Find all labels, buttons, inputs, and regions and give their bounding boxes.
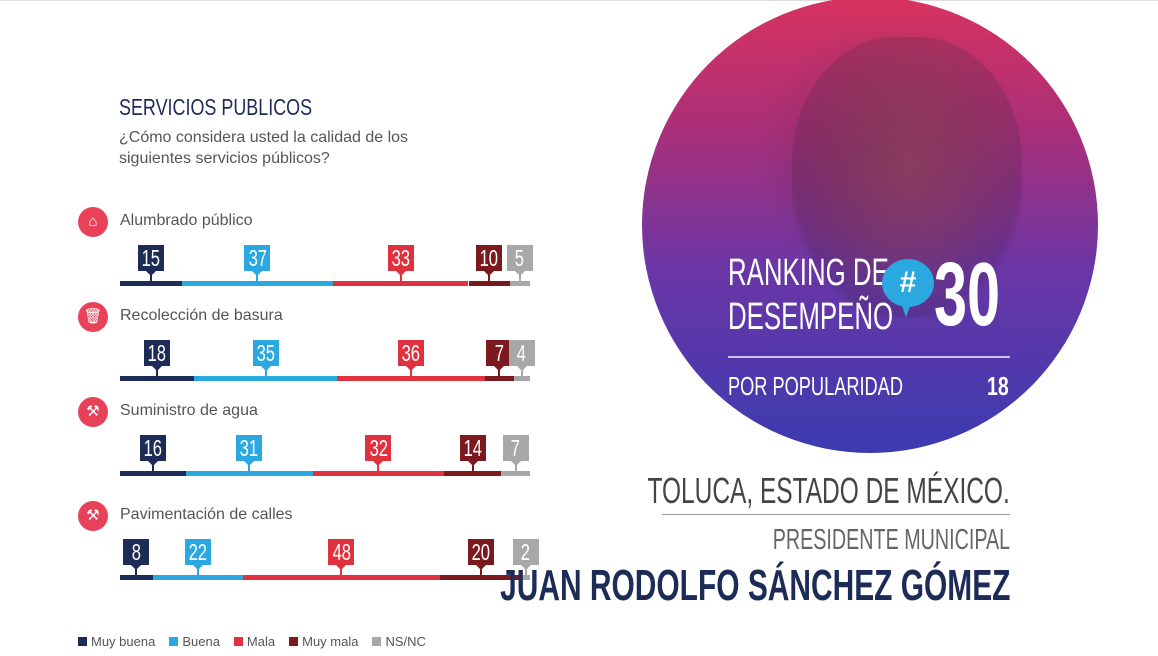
bar-segment-muy-buena (120, 471, 186, 476)
bar-segment-ns-nc (509, 281, 530, 286)
bar-segment-ns-nc (521, 575, 530, 580)
bar-segment-buena (152, 575, 243, 580)
chart-row: ⚒ Suministro de agua 16 31 32 14 7 (0, 397, 600, 487)
ranking-title-line2: DESEMPEÑO (728, 296, 894, 338)
data-label: 4 (508, 340, 535, 376)
bar-segment-muy-mala (443, 471, 502, 476)
chart-row: ⌂ Alumbrado público 15 37 33 10 5 (0, 207, 600, 297)
data-label: 33 (387, 245, 414, 281)
bar-segment-muy-mala (439, 575, 522, 580)
bar-segment-mala (337, 376, 485, 381)
ranking-number: 30 (934, 245, 1001, 345)
data-label: 32 (365, 435, 392, 471)
bar-segment-ns-nc (501, 471, 530, 476)
category-label: Pavimentación de calles (120, 506, 293, 523)
data-label: 15 (137, 245, 164, 281)
legend-swatch (233, 637, 243, 646)
data-label: 20 (467, 539, 494, 575)
bar-segment-muy-buena (120, 575, 153, 580)
chart-row: ⚒ Pavimentación de calles 8 22 48 20 2 (0, 501, 600, 591)
category-label: Recolección de basura (120, 307, 283, 324)
bar-segment-buena (185, 471, 313, 476)
data-label: 14 (459, 435, 486, 471)
data-label: 36 (398, 340, 425, 376)
bar-segment-mala (333, 281, 469, 286)
legend-item: Muy buena (78, 634, 155, 649)
location: TOLUCA, ESTADO DE MÉXICO. (647, 470, 1010, 511)
data-label: 35 (252, 340, 279, 376)
legend-label: Mala (246, 634, 276, 649)
legend-swatch (372, 637, 382, 646)
legend-swatch (78, 637, 87, 646)
legend-label: Buena (182, 634, 220, 649)
bar-segment-mala (312, 471, 444, 476)
legend-label: NS/NC (385, 634, 426, 649)
bar-segment-buena (181, 281, 334, 286)
category-label: Suministro de agua (120, 402, 258, 419)
location-divider (662, 514, 1010, 515)
survey-question: ¿Cómo considera usted la calidad de los … (119, 129, 409, 167)
water-icon: ⚒ (78, 397, 108, 427)
bar-segment-muy-buena (120, 376, 194, 381)
legend-item: Muy mala (289, 634, 358, 649)
person-name: JUAN RODOLFO SÁNCHEZ GÓMEZ (499, 561, 1010, 610)
data-label: 37 (244, 245, 271, 281)
trash-icon: 🗑 (78, 302, 108, 332)
legend-item: NS/NC (372, 634, 426, 649)
bar-segment-buena (193, 376, 338, 381)
popularity-label: POR POPULARIDAD (728, 371, 903, 401)
legend-label: Muy mala (302, 634, 359, 649)
bar-segment-muy-mala (468, 281, 510, 286)
ranking-divider (728, 356, 1010, 358)
roadwork-icon: ⚒ (78, 501, 108, 531)
position-title: PRESIDENTE MUNICIPAL (772, 524, 1010, 556)
data-label: 10 (476, 245, 502, 281)
legend-swatch (289, 637, 299, 646)
bar-segment-muy-mala (484, 376, 514, 381)
bar-segment-muy-buena (120, 281, 182, 286)
legend-item: Buena (169, 634, 220, 649)
top-divider (0, 0, 1158, 1)
bar-segment-ns-nc (513, 376, 530, 381)
data-label: 5 (506, 245, 533, 281)
data-label: 2 (512, 539, 539, 575)
category-label: Alumbrado público (120, 212, 253, 229)
data-label: 31 (236, 435, 263, 471)
data-label: 22 (184, 539, 211, 575)
data-label: 16 (139, 435, 166, 471)
data-label: 8 (123, 539, 150, 575)
lamp-icon: ⌂ (78, 207, 108, 237)
chart-row: 🗑 Recolección de basura 18 35 36 7 4 (0, 302, 600, 392)
data-label: 7 (486, 340, 513, 376)
legend-label: Muy buena (91, 634, 156, 649)
portrait-circle: RANKING DE DESEMPEÑO # 30 POR POPULARIDA… (642, 0, 1098, 453)
hash-bubble-icon: # (882, 259, 934, 317)
ranking-title-line1: RANKING DE (728, 252, 889, 294)
legend-swatch (169, 637, 179, 646)
legend: Muy buena Buena Mala Muy mala NS/NC (78, 634, 426, 649)
legend-item: Mala (233, 634, 276, 649)
data-label: 18 (143, 340, 170, 376)
section-title: SERVICIOS PUBLICOS (119, 94, 313, 120)
data-label: 7 (502, 435, 529, 471)
data-label: 48 (328, 539, 355, 575)
popularity-value: 18 (987, 371, 1009, 401)
bar-segment-mala (243, 575, 440, 580)
